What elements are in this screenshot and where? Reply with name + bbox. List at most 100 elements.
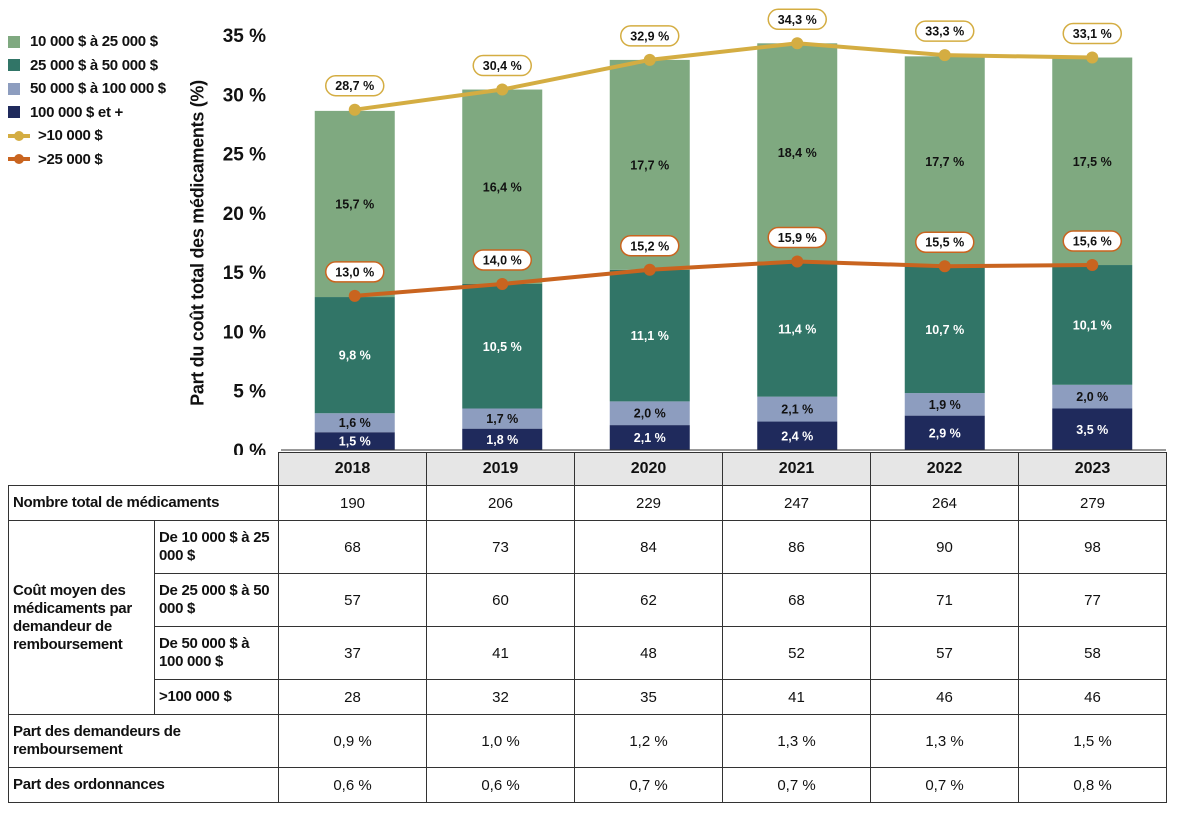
bar-segment-label: 10,1 % [1073,318,1112,332]
point-label-pill [1062,230,1122,252]
legend-item-100k-plus: 100 000 $ et + [8,101,166,125]
bar-segment [314,432,395,450]
legend-label: >10 000 $ [38,127,103,145]
row-label-cost-100k-plus: >100 000 $ [154,679,279,715]
bar-segment [757,261,838,397]
bar-segment-label: 1,9 % [929,398,961,412]
bar-segment-label: 2,0 % [1076,390,1108,404]
y-tick-label: 15 % [223,263,266,284]
legend-item-50k-100k: 50 000 $ à 100 000 $ [8,77,166,101]
legend-swatch-10k-25k [8,35,20,48]
point-label: 34,3 % [778,13,817,27]
table-row-years: 2018 2019 2020 2021 2022 2023 [9,452,1167,486]
table-cell: 41 [722,679,871,715]
table-cell: 0,6 % [426,767,575,803]
year-header: 2019 [426,452,575,486]
point-label: 30,4 % [483,59,522,73]
table-row: Coût moyen des médicaments par demandeur… [8,520,1167,715]
point-label: 33,1 % [1073,27,1112,41]
bar-segment-label: 17,7 % [630,158,669,172]
row-label-prescriptions: Part des ordonnances [8,767,279,803]
table-cell: 98 [1018,520,1167,574]
table-cell: 90 [870,520,1019,574]
bar-segment [757,421,838,450]
bar-segment-label: 2,9 % [929,426,961,440]
row-group-label-cost: Coût moyen des médicaments par demandeur… [8,520,155,715]
point-label-pill [620,235,680,257]
legend-label: 100 000 $ et + [30,103,123,121]
table-cell: 62 [574,573,723,627]
bar-segment-label: 3,5 % [1076,423,1108,437]
table-cell: 0,9 % [278,714,427,768]
table-row: Part des ordonnances 0,6 % 0,6 % 0,7 % 0… [8,767,1167,803]
y-tick-label: 35 % [223,26,266,47]
point-label: 15,5 % [925,236,964,250]
table-cell: 73 [426,520,575,574]
bar-segment [609,425,690,450]
bar-segment [757,43,838,262]
table-cell: 229 [574,485,723,521]
bar-segment-label: 16,4 % [483,180,522,194]
bar-segment-label: 17,7 % [925,155,964,169]
point-label: 15,6 % [1073,235,1112,249]
row-label-total: Nombre total de médicaments [8,485,279,521]
point-label: 28,7 % [335,79,374,93]
legend-label: 10 000 $ à 25 000 $ [30,33,158,51]
row-label-cost-10k-25k: De 10 000 $ à 25 000 $ [154,520,279,574]
table-cell: 206 [426,485,575,521]
table-cell: 1,2 % [574,714,723,768]
table-cell: 68 [278,520,427,574]
y-tick-label: 0 % [233,441,266,455]
bar-segment-label: 1,8 % [486,433,518,447]
bar-segment-label: 1,7 % [486,412,518,426]
chart-plot: 0 % 5 % 10 % 15 % 20 % 25 % 30 % 35 % 1,5 % 1,6 %… [223,8,1166,455]
series-point [348,289,361,302]
point-label: 15,9 % [778,231,817,245]
bar-segment-label: 10,5 % [483,340,522,354]
y-tick-label: 20 % [223,204,266,225]
table-cell: 1,0 % [426,714,575,768]
bar-segment [1052,384,1133,409]
table-cell: 190 [278,485,427,521]
series-point [1086,259,1099,272]
year-header: 2022 [870,452,1019,486]
bar-segment [904,56,985,267]
series-point [791,37,804,50]
bar-segment-label: 18,4 % [778,146,817,160]
bar-segment-label: 17,5 % [1073,155,1112,169]
point-label-pill [325,261,385,283]
bar-segment-label: 15,7 % [335,197,374,211]
data-table: 2018 2019 2020 2021 2022 2023 Nombre tot… [8,452,1167,803]
point-label-pill [472,54,532,77]
table-cell: 60 [426,573,575,627]
table-cell: 68 [722,573,871,627]
bar-segment [462,284,543,409]
point-label-pill [767,8,827,31]
series-point [348,103,361,116]
bar-segment [1052,408,1133,450]
point-label-pill [620,25,680,47]
table-row: >100 000 $ 28 32 35 41 46 46 [9,679,1167,715]
row-label-claimants: Part des demandeurs de remboursement [8,714,279,768]
table-row: De 50 000 $ à 100 000 $ 37 41 48 52 57 5… [9,626,1167,680]
bar-segment [609,59,690,270]
point-label-pill [915,20,975,42]
bar-segment [757,396,838,422]
bar-segment [462,428,543,450]
bar-segment-label: 10,7 % [925,323,964,337]
point-label-pill [1062,22,1122,45]
point-label-pill [767,226,827,249]
y-tick-label: 30 % [223,85,266,106]
bar-segment [314,413,395,433]
table-cell: 46 [870,679,1019,715]
point-label: 15,2 % [630,239,669,253]
bar-segment-label: 2,1 % [634,431,666,445]
legend: 10 000 $ à 25 000 $ 25 000 $ à 50 000 $ … [8,30,166,171]
table-cell: 1,3 % [722,714,871,768]
year-header: 2023 [1018,452,1167,486]
bar-segment-label: 1,5 % [339,435,371,449]
series-point [643,263,656,276]
legend-item-25k-50k: 25 000 $ à 50 000 $ [8,54,166,78]
y-tick-label: 25 % [223,145,266,166]
bar-segment [609,401,690,426]
